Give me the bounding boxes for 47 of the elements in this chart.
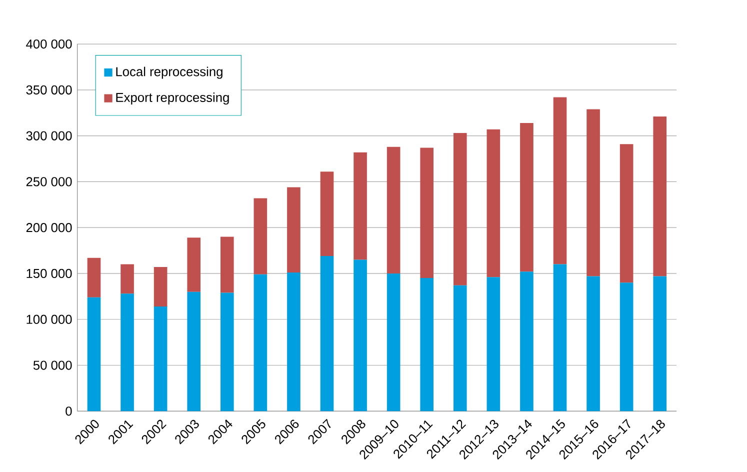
bar xyxy=(87,258,101,298)
bar xyxy=(653,116,667,276)
bar xyxy=(154,306,168,412)
bar xyxy=(187,292,201,412)
bar xyxy=(586,109,600,276)
bar xyxy=(553,97,567,264)
bar xyxy=(453,285,467,412)
bar xyxy=(220,292,234,412)
bar xyxy=(120,294,134,412)
y-tick-label: 400 000 xyxy=(26,39,72,48)
bar xyxy=(254,274,268,412)
bar xyxy=(354,260,367,412)
y-tick-label: 0 xyxy=(66,406,72,416)
bar xyxy=(420,148,434,278)
y-tick-label: 350 000 xyxy=(26,85,72,94)
bar xyxy=(520,272,534,412)
bar xyxy=(620,144,634,283)
y-tick-label: 100 000 xyxy=(26,314,72,324)
bar xyxy=(386,146,400,274)
legend-label: Local reprocessing xyxy=(116,66,222,79)
bar xyxy=(486,277,500,412)
bar xyxy=(653,276,667,412)
bar xyxy=(420,278,434,412)
bar xyxy=(320,256,334,412)
bar xyxy=(586,276,600,412)
bar xyxy=(254,198,268,274)
bar xyxy=(87,297,101,412)
bar xyxy=(620,282,634,412)
bar xyxy=(486,129,500,278)
bar xyxy=(287,272,300,412)
y-tick-label: 300 000 xyxy=(26,131,72,140)
bar xyxy=(354,152,367,260)
bar xyxy=(520,122,534,272)
bar xyxy=(287,187,300,272)
bar xyxy=(453,132,467,286)
bar xyxy=(154,266,168,306)
y-tick-label: 200 000 xyxy=(26,222,72,232)
bar xyxy=(220,236,234,293)
y-tick-label: 250 000 xyxy=(26,177,72,186)
legend-label: Export reprocessing xyxy=(116,92,229,104)
bar xyxy=(320,172,334,256)
bar xyxy=(386,273,400,412)
bar xyxy=(553,264,567,412)
y-tick-label: 150 000 xyxy=(26,268,72,278)
bar xyxy=(120,264,134,294)
y-tick-label: 50 000 xyxy=(33,360,72,370)
bar xyxy=(187,238,201,292)
